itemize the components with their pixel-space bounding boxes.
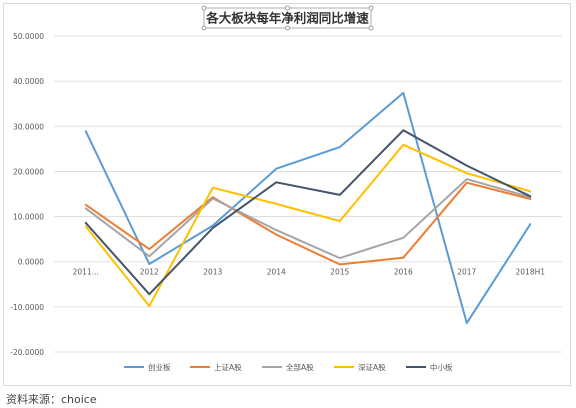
legend-item: 全部A股 (262, 362, 314, 372)
series-line (84, 129, 532, 296)
x-tick-label: 2016 (394, 268, 413, 277)
x-tick-label: 2018H1 (516, 268, 546, 277)
chart-frame: 50.0000 40.0000 30.0000 20.0000 10.0000 0.000… (3, 3, 571, 386)
series-line (84, 143, 532, 307)
legend-item: 创业板 (124, 362, 171, 372)
legend: 创业板 上证A股 全部A股 深证A股 中小板 (124, 362, 453, 372)
chart-title: 各大板块每年净利润同比增速 (205, 11, 369, 26)
legend-label: 深证A股 (358, 363, 386, 372)
legend-label: 创业板 (148, 362, 171, 372)
x-axis-tick-labels: 2011... 2012 2013 2014 2015 2016 2017 2018H1 (73, 268, 546, 277)
legend-label: 中小板 (430, 362, 453, 372)
x-tick-label: 2011... (73, 268, 99, 277)
y-tick-label: 0.0000 (18, 258, 44, 267)
x-tick-label: 2014 (267, 268, 286, 277)
legend-label: 上证A股 (214, 363, 242, 372)
legend-item: 中小板 (406, 362, 453, 372)
line-chart: 50.0000 40.0000 30.0000 20.0000 10.0000 0.000… (10, 5, 562, 372)
y-tick-label: -20.0000 (10, 348, 44, 357)
legend-item: 上证A股 (190, 363, 242, 372)
source-note: 资料来源：choice (6, 393, 97, 406)
x-tick-label: 2012 (140, 268, 159, 277)
series-line (84, 181, 532, 266)
series-lines (84, 91, 532, 325)
y-axis-tick-labels: 50.0000 40.0000 30.0000 20.0000 10.0000 0.000… (10, 32, 44, 357)
x-tick-label: 2015 (330, 268, 349, 277)
legend-label: 全部A股 (286, 362, 314, 372)
legend-item: 深证A股 (334, 363, 386, 372)
gridlines (54, 35, 562, 353)
y-tick-label: 40.0000 (13, 77, 44, 86)
chart-title-box: 各大板块每年净利润同比增速 (201, 5, 374, 31)
x-tick-label: 2013 (203, 268, 222, 277)
y-tick-label: 30.0000 (13, 122, 44, 131)
y-tick-label: 20.0000 (13, 167, 44, 176)
y-tick-label: 50.0000 (13, 32, 44, 41)
x-tick-label: 2017 (457, 268, 476, 277)
y-tick-label: 10.0000 (13, 213, 44, 222)
series-line (84, 91, 532, 325)
series-line (84, 178, 532, 260)
y-tick-label: -10.0000 (10, 303, 44, 312)
